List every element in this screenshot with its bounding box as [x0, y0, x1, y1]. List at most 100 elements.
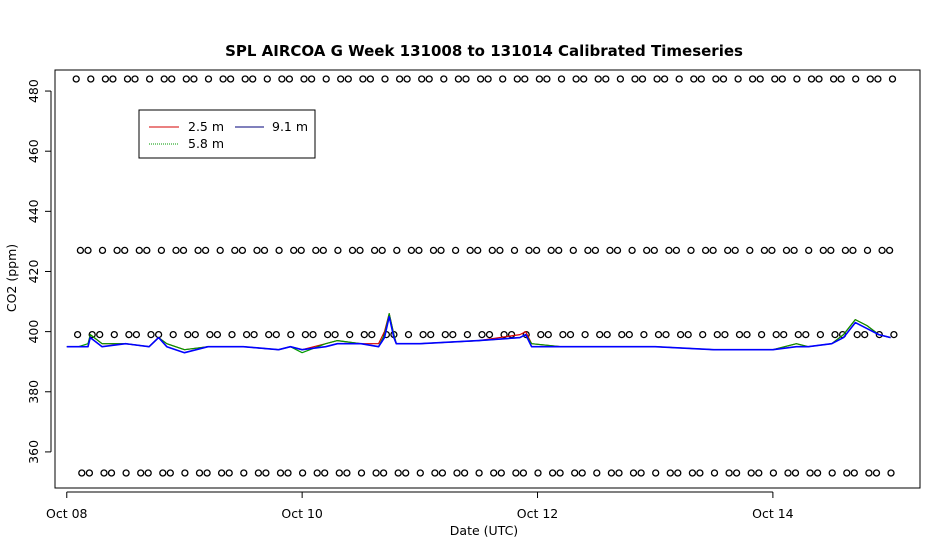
- cal-point: [238, 246, 247, 255]
- cal-point: [760, 246, 769, 255]
- cal-point: [203, 469, 211, 477]
- cal-point: [709, 246, 717, 255]
- x-axis: Oct 08 Oct 10 Oct 12 Oct 14: [46, 491, 794, 521]
- cal-point: [756, 75, 764, 83]
- cal-point: [122, 469, 130, 477]
- cal-point: [721, 330, 729, 339]
- cal-point: [724, 246, 732, 255]
- cal-point: [301, 330, 310, 339]
- cal-point: [107, 469, 116, 477]
- cal-point: [206, 330, 214, 339]
- cal-point: [287, 330, 295, 339]
- cal-point: [321, 469, 329, 477]
- cal-point: [319, 246, 327, 255]
- cal-point: [769, 469, 778, 477]
- cal-point: [403, 75, 411, 83]
- cal-point: [217, 469, 226, 477]
- cal-point: [143, 246, 151, 255]
- legend-label-2-5m: 2.5 m: [188, 119, 224, 134]
- cal-point: [346, 330, 354, 339]
- cal-point: [757, 330, 766, 339]
- cal-point: [684, 330, 692, 339]
- cal-point: [591, 246, 600, 255]
- x-tick-label: Oct 08: [46, 506, 88, 521]
- cal-point: [618, 330, 626, 339]
- cal-point: [284, 469, 292, 477]
- cal-point: [606, 246, 614, 255]
- cal-point: [194, 246, 202, 255]
- cal-point: [154, 330, 163, 339]
- cal-point: [666, 469, 674, 477]
- cal-point: [802, 330, 810, 339]
- cal-point: [182, 75, 190, 83]
- plot-frame: [54, 69, 921, 489]
- cal-point: [113, 246, 121, 255]
- cal-point: [719, 75, 728, 83]
- series-lines: [66, 313, 891, 354]
- cal-point: [490, 469, 498, 477]
- y-tick-label: 440: [26, 199, 41, 223]
- cal-point: [513, 75, 521, 83]
- cal-point: [885, 246, 894, 255]
- cal-point: [166, 469, 174, 477]
- cal-point: [485, 330, 494, 339]
- cal-point: [697, 75, 705, 83]
- cal-point: [402, 469, 410, 477]
- cal-point: [607, 469, 616, 477]
- cal-point: [547, 246, 555, 255]
- cal-point: [331, 330, 339, 339]
- cal-point: [425, 75, 433, 83]
- cal-point: [440, 75, 448, 83]
- cal-point: [566, 330, 575, 339]
- cal-point: [613, 246, 622, 255]
- y-tick-label: 480: [26, 79, 41, 103]
- cal-point: [701, 246, 710, 255]
- cal-point: [312, 246, 320, 255]
- cal-point: [101, 75, 110, 83]
- cal-point: [285, 75, 294, 83]
- cal-point: [98, 246, 107, 255]
- cal-point: [160, 75, 168, 83]
- cal-point: [535, 75, 544, 83]
- cal-point: [123, 75, 132, 83]
- cal-point: [298, 469, 307, 477]
- cal-point: [813, 469, 822, 477]
- cal-point: [652, 469, 660, 477]
- cal-point: [322, 75, 330, 83]
- cal-point: [462, 75, 470, 83]
- cal-point: [476, 75, 485, 83]
- y-tick-label: 420: [26, 260, 41, 284]
- cal-point: [184, 330, 192, 339]
- cal-point: [650, 246, 658, 255]
- cal-point: [780, 330, 788, 339]
- cal-point: [213, 330, 222, 339]
- cal-point: [157, 246, 166, 255]
- cal-point: [843, 469, 851, 477]
- cal-point: [168, 75, 176, 83]
- cal-point: [725, 469, 733, 477]
- cal-point: [360, 330, 368, 339]
- cal-point: [334, 246, 342, 255]
- cal-point: [837, 75, 845, 83]
- cal-point: [712, 75, 720, 83]
- cal-point: [429, 246, 438, 255]
- cal-point: [228, 330, 236, 339]
- cal-point: [240, 469, 248, 477]
- y-tick-label: 360: [26, 440, 41, 464]
- cal-point: [534, 469, 542, 477]
- cal-point: [313, 469, 321, 477]
- y-axis: 360 380 400 420 440 460 480: [26, 79, 52, 464]
- cal-point: [216, 246, 224, 255]
- cal-point: [791, 469, 800, 477]
- cal-level-484: [72, 75, 897, 83]
- cal-point: [519, 469, 528, 477]
- cal-point: [272, 330, 280, 339]
- cal-point: [381, 75, 389, 83]
- cal-point: [478, 330, 486, 339]
- cal-point: [771, 75, 779, 83]
- cal-point: [85, 469, 94, 477]
- cal-point: [571, 469, 579, 477]
- cal-point: [615, 469, 623, 477]
- cal-level-353: [78, 469, 895, 477]
- cal-point: [548, 469, 557, 477]
